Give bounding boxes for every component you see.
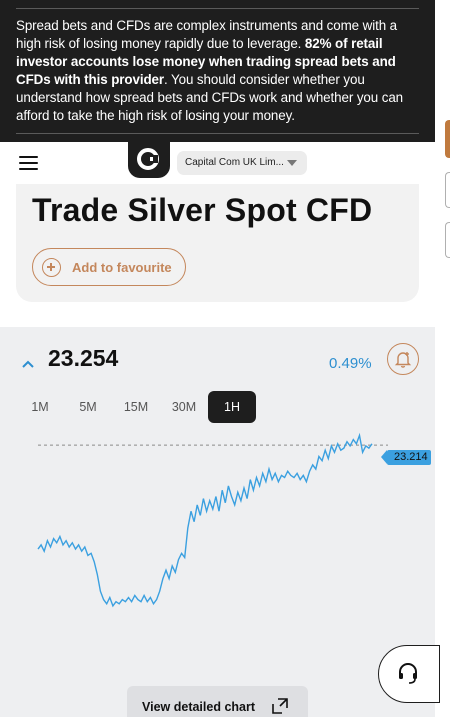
caret-up-icon (22, 360, 34, 368)
chevron-down-icon (287, 160, 297, 166)
price-change-percent: 0.49% (329, 355, 372, 372)
hamburger-menu-icon[interactable] (19, 156, 38, 170)
headset-icon (393, 659, 423, 689)
current-price-tag: 23.214 (387, 450, 431, 465)
title-card: Trade Silver Spot CFD Add to favourite (16, 184, 419, 302)
page-title: Trade Silver Spot CFD (32, 192, 372, 229)
timeframe-1h[interactable]: 1H (208, 391, 256, 423)
view-detailed-chart-label: View detailed chart (142, 700, 255, 714)
timeframe-1m[interactable]: 1M (16, 391, 64, 423)
expand-icon (272, 698, 288, 714)
support-chat-button[interactable] (378, 645, 440, 703)
capital-com-logo[interactable] (128, 142, 170, 178)
risk-warning-banner: Spread bets and CFDs are complex instrum… (0, 0, 435, 142)
entity-select[interactable]: Capital Com UK Lim... (177, 151, 307, 175)
add-to-favourite-label: Add to favourite (72, 260, 172, 275)
view-detailed-chart-button[interactable]: View detailed chart (127, 686, 308, 717)
logo-mark-icon (128, 142, 170, 178)
risk-warning-text: Spread bets and CFDs are complex instrum… (16, 17, 415, 125)
side-tab-3[interactable] (445, 222, 450, 258)
price-series (38, 435, 372, 606)
side-tab-primary[interactable] (445, 120, 450, 158)
add-to-favourite-button[interactable]: Add to favourite (32, 248, 186, 286)
current-price: 23.254 (48, 345, 118, 372)
side-tab-2[interactable] (445, 172, 450, 208)
bell-plus-icon (388, 344, 418, 374)
banner-divider-top (16, 8, 419, 9)
price-alert-button[interactable] (387, 343, 419, 375)
site-header: Capital Com UK Lim... (0, 142, 435, 184)
entity-select-value: Capital Com UK Lim... (185, 157, 284, 168)
price-line-chart[interactable] (0, 427, 435, 627)
plus-circle-icon (42, 258, 61, 277)
timeframe-15m[interactable]: 15M (112, 391, 160, 423)
price-series-line (38, 435, 372, 606)
timeframe-30m[interactable]: 30M (160, 391, 208, 423)
chart-panel: 23.254 0.49% 1M 5M 15M 30M 1H 23.214 (0, 327, 435, 717)
timeframe-5m[interactable]: 5M (64, 391, 112, 423)
banner-divider-bottom (16, 133, 419, 134)
